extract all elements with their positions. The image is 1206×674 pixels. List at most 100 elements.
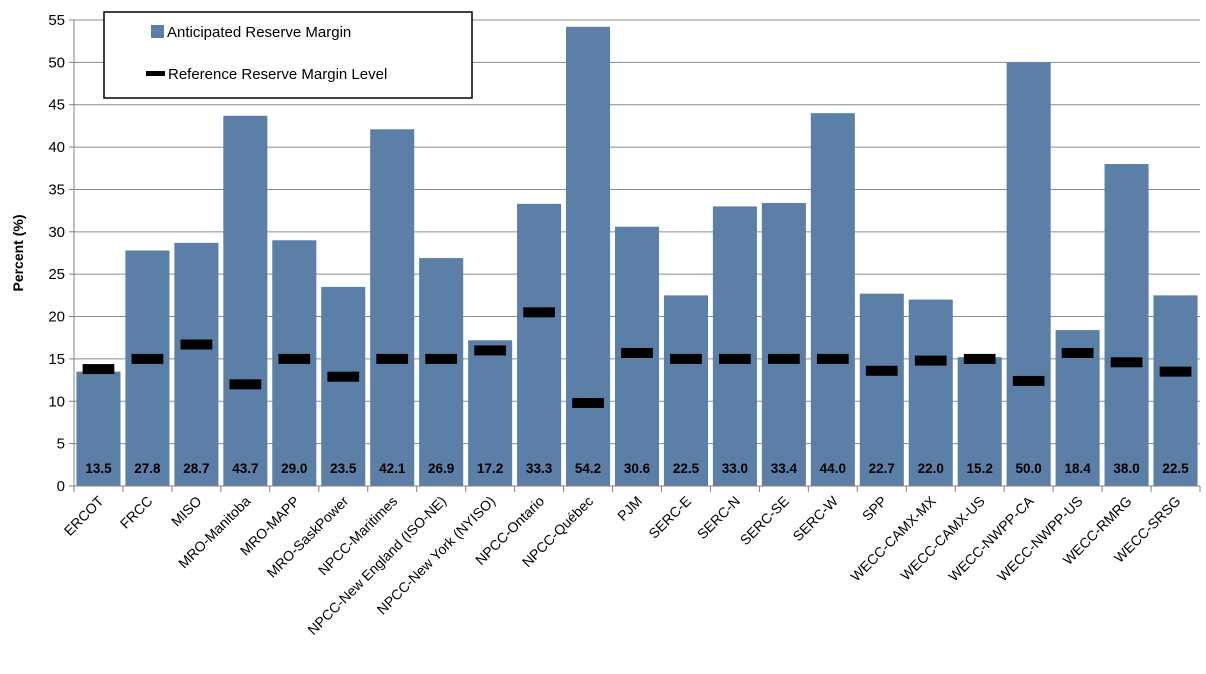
data-label: 33.0 <box>722 461 748 476</box>
x-tick-label: SERC-W <box>789 492 841 544</box>
bar <box>76 371 121 486</box>
bar <box>419 258 464 486</box>
x-tick-label: WECC-CAMX-US <box>897 493 988 584</box>
reference-marker <box>131 353 164 364</box>
legend-label-anticipated: Anticipated Reserve Margin <box>167 24 351 41</box>
data-label: 26.9 <box>428 461 454 476</box>
x-tick-label: WECC-NWPP-CA <box>945 492 1037 584</box>
bar <box>468 340 513 486</box>
data-label: 54.2 <box>575 461 601 476</box>
y-tick-label: 50 <box>48 54 65 71</box>
legend-box <box>103 11 473 99</box>
reference-marker <box>816 353 849 364</box>
data-label: 44.0 <box>820 461 846 476</box>
data-label: 22.5 <box>1162 461 1189 476</box>
reference-marker <box>1159 366 1192 377</box>
x-tick-label: SERC-SE <box>737 493 792 548</box>
legend-swatch-reference <box>146 71 165 76</box>
reference-marker <box>278 353 311 364</box>
y-tick-label: 25 <box>48 266 65 283</box>
bar <box>810 113 855 486</box>
x-tick-label: ERCOT <box>61 492 107 538</box>
reference-marker <box>474 345 506 356</box>
bar <box>908 299 953 486</box>
data-label: 38.0 <box>1113 461 1139 476</box>
x-tick-label: SERC-N <box>694 493 743 542</box>
x-tick-label: PJM <box>614 493 645 524</box>
bar <box>1006 62 1051 486</box>
y-tick-label: 5 <box>57 436 65 453</box>
bar <box>859 293 904 486</box>
reference-markers <box>82 307 1192 408</box>
data-label: 13.5 <box>85 461 112 476</box>
x-tick-label: SPP <box>859 493 890 524</box>
y-tick-label: 45 <box>48 97 65 114</box>
data-label: 17.2 <box>477 461 503 476</box>
reference-marker <box>719 353 751 364</box>
x-tick-label: SERC-E <box>645 493 694 542</box>
bar <box>125 250 170 486</box>
reference-marker <box>376 353 409 364</box>
bar <box>1153 295 1198 486</box>
y-tick-label: 0 <box>57 478 65 495</box>
data-label: 33.3 <box>526 461 553 476</box>
bar <box>712 206 757 486</box>
value-labels: 13.5 27.8 28.7 43.7 29.0 23.5 42.1 26.9 17.2 33.3… <box>85 461 1189 476</box>
y-tick-label: 40 <box>48 139 65 156</box>
reference-marker <box>229 379 262 390</box>
bar <box>663 295 708 486</box>
bar <box>321 286 366 486</box>
data-label: 15.2 <box>967 461 993 476</box>
y-tick-label: 30 <box>48 224 65 241</box>
reference-marker <box>1110 357 1143 368</box>
reference-marker <box>180 339 213 350</box>
bar <box>223 115 268 486</box>
reference-marker <box>425 353 458 364</box>
reference-marker <box>865 365 898 376</box>
bar <box>174 242 219 486</box>
reference-marker <box>768 353 800 364</box>
y-tick-label: 55 <box>48 12 65 29</box>
bar <box>761 203 806 486</box>
bar <box>957 357 1002 486</box>
reference-marker <box>1061 347 1094 358</box>
x-tick-label: FRCC <box>117 493 156 532</box>
data-label: 43.7 <box>232 461 258 476</box>
legend: Anticipated Reserve Margin Reference Res… <box>103 11 473 99</box>
reference-marker <box>914 355 947 366</box>
bar <box>370 129 415 486</box>
data-label: 22.0 <box>918 461 944 476</box>
reference-marker <box>82 364 115 375</box>
reference-marker <box>1012 375 1045 386</box>
bar <box>517 203 562 486</box>
data-label: 18.4 <box>1064 461 1091 476</box>
data-label: 27.8 <box>134 461 161 476</box>
legend-label-reference: Reference Reserve Margin Level <box>168 66 387 83</box>
data-label: 50.0 <box>1016 461 1042 476</box>
reference-marker <box>327 371 360 382</box>
y-tick-label: 15 <box>48 351 65 368</box>
data-label: 42.1 <box>379 461 406 476</box>
bar <box>1104 164 1149 486</box>
reference-marker <box>523 307 555 318</box>
data-label: 23.5 <box>330 461 357 476</box>
x-tick-label: MISO <box>168 493 205 530</box>
data-label: 22.7 <box>869 461 895 476</box>
bar <box>566 26 611 487</box>
reference-marker <box>670 353 702 364</box>
y-axis-title: Percent (%) <box>10 214 26 291</box>
data-label: 30.6 <box>624 461 651 476</box>
data-label: 28.7 <box>183 461 209 476</box>
data-label: 29.0 <box>281 461 307 476</box>
data-label: 22.5 <box>673 461 700 476</box>
reference-marker <box>572 397 604 408</box>
x-tick-label: WECC-CAMX-MX <box>847 492 939 584</box>
data-label: 33.4 <box>771 461 798 476</box>
reference-marker <box>963 353 996 364</box>
y-tick-label: 20 <box>48 309 65 326</box>
y-tick-label: 35 <box>48 181 65 198</box>
y-tick-label: 10 <box>48 393 65 410</box>
reference-marker <box>621 347 653 358</box>
